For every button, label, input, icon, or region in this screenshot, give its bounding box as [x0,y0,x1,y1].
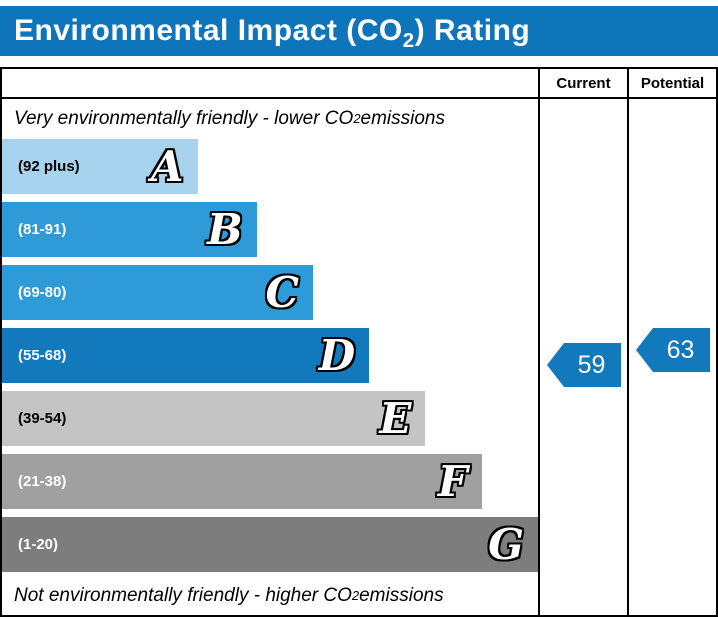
band-letter: A [151,141,184,191]
chart-header-spacer [2,69,538,99]
co2-rating-chart: Current Potential Very environmentally f… [0,67,718,617]
band-F: (21-38) F [2,454,482,509]
bottom-note-text: Not environmentally friendly - higher CO [14,585,352,606]
bands: (92 plus) A (81-91) B (69-80) C (55-68) D (39-54… [2,139,538,572]
page-title-subscript: 2 [402,30,415,52]
page-title: Environmental Impact (CO2) Rating [14,14,531,51]
band-range-label: (39-54) [18,410,67,427]
rating-bands-area: Very environmentally friendly - lower CO… [2,99,538,615]
band-letter: C [265,267,299,317]
potential-column-header: Potential [627,69,716,99]
potential-value-cell: 63 [627,99,716,615]
band-range-label: (81-91) [18,221,67,238]
current-value-cell: 59 [538,99,627,615]
page-title-text-end: ) Rating [414,14,531,47]
page-title-bar: Environmental Impact (CO2) Rating [0,6,718,56]
bottom-note-text-end: emissions [359,585,444,606]
current-rating-value: 59 [577,350,606,379]
potential-rating-arrow: 63 [636,328,710,372]
band-letter: D [318,330,356,380]
band-letter: G [488,519,524,569]
band-G: (1-20) G [2,517,538,572]
band-range-label: (1-20) [18,536,59,553]
band-D: (55-68) D [2,328,370,383]
band-letter: E [379,393,412,443]
top-note: Very environmentally friendly - lower CO… [14,108,445,129]
potential-rating-value: 63 [666,335,695,364]
band-range-label: (55-68) [18,347,67,364]
band-range-label: (69-80) [18,284,67,301]
band-A: (92 plus) A [2,139,198,194]
current-column-header: Current [538,69,627,99]
band-range-label: (92 plus) [18,158,80,175]
band-range-label: (21-38) [18,473,67,490]
current-rating-arrow: 59 [547,343,621,387]
band-E: (39-54) E [2,391,426,446]
band-letter: F [437,456,468,506]
band-C: (69-80) C [2,265,313,320]
page-title-text: Environmental Impact (CO [14,14,403,47]
band-letter: B [207,204,243,254]
bottom-note: Not environmentally friendly - higher CO… [14,585,444,606]
band-B: (81-91) B [2,202,257,257]
top-note-text-end: emissions [360,108,445,129]
top-note-text: Very environmentally friendly - lower CO [14,108,354,129]
